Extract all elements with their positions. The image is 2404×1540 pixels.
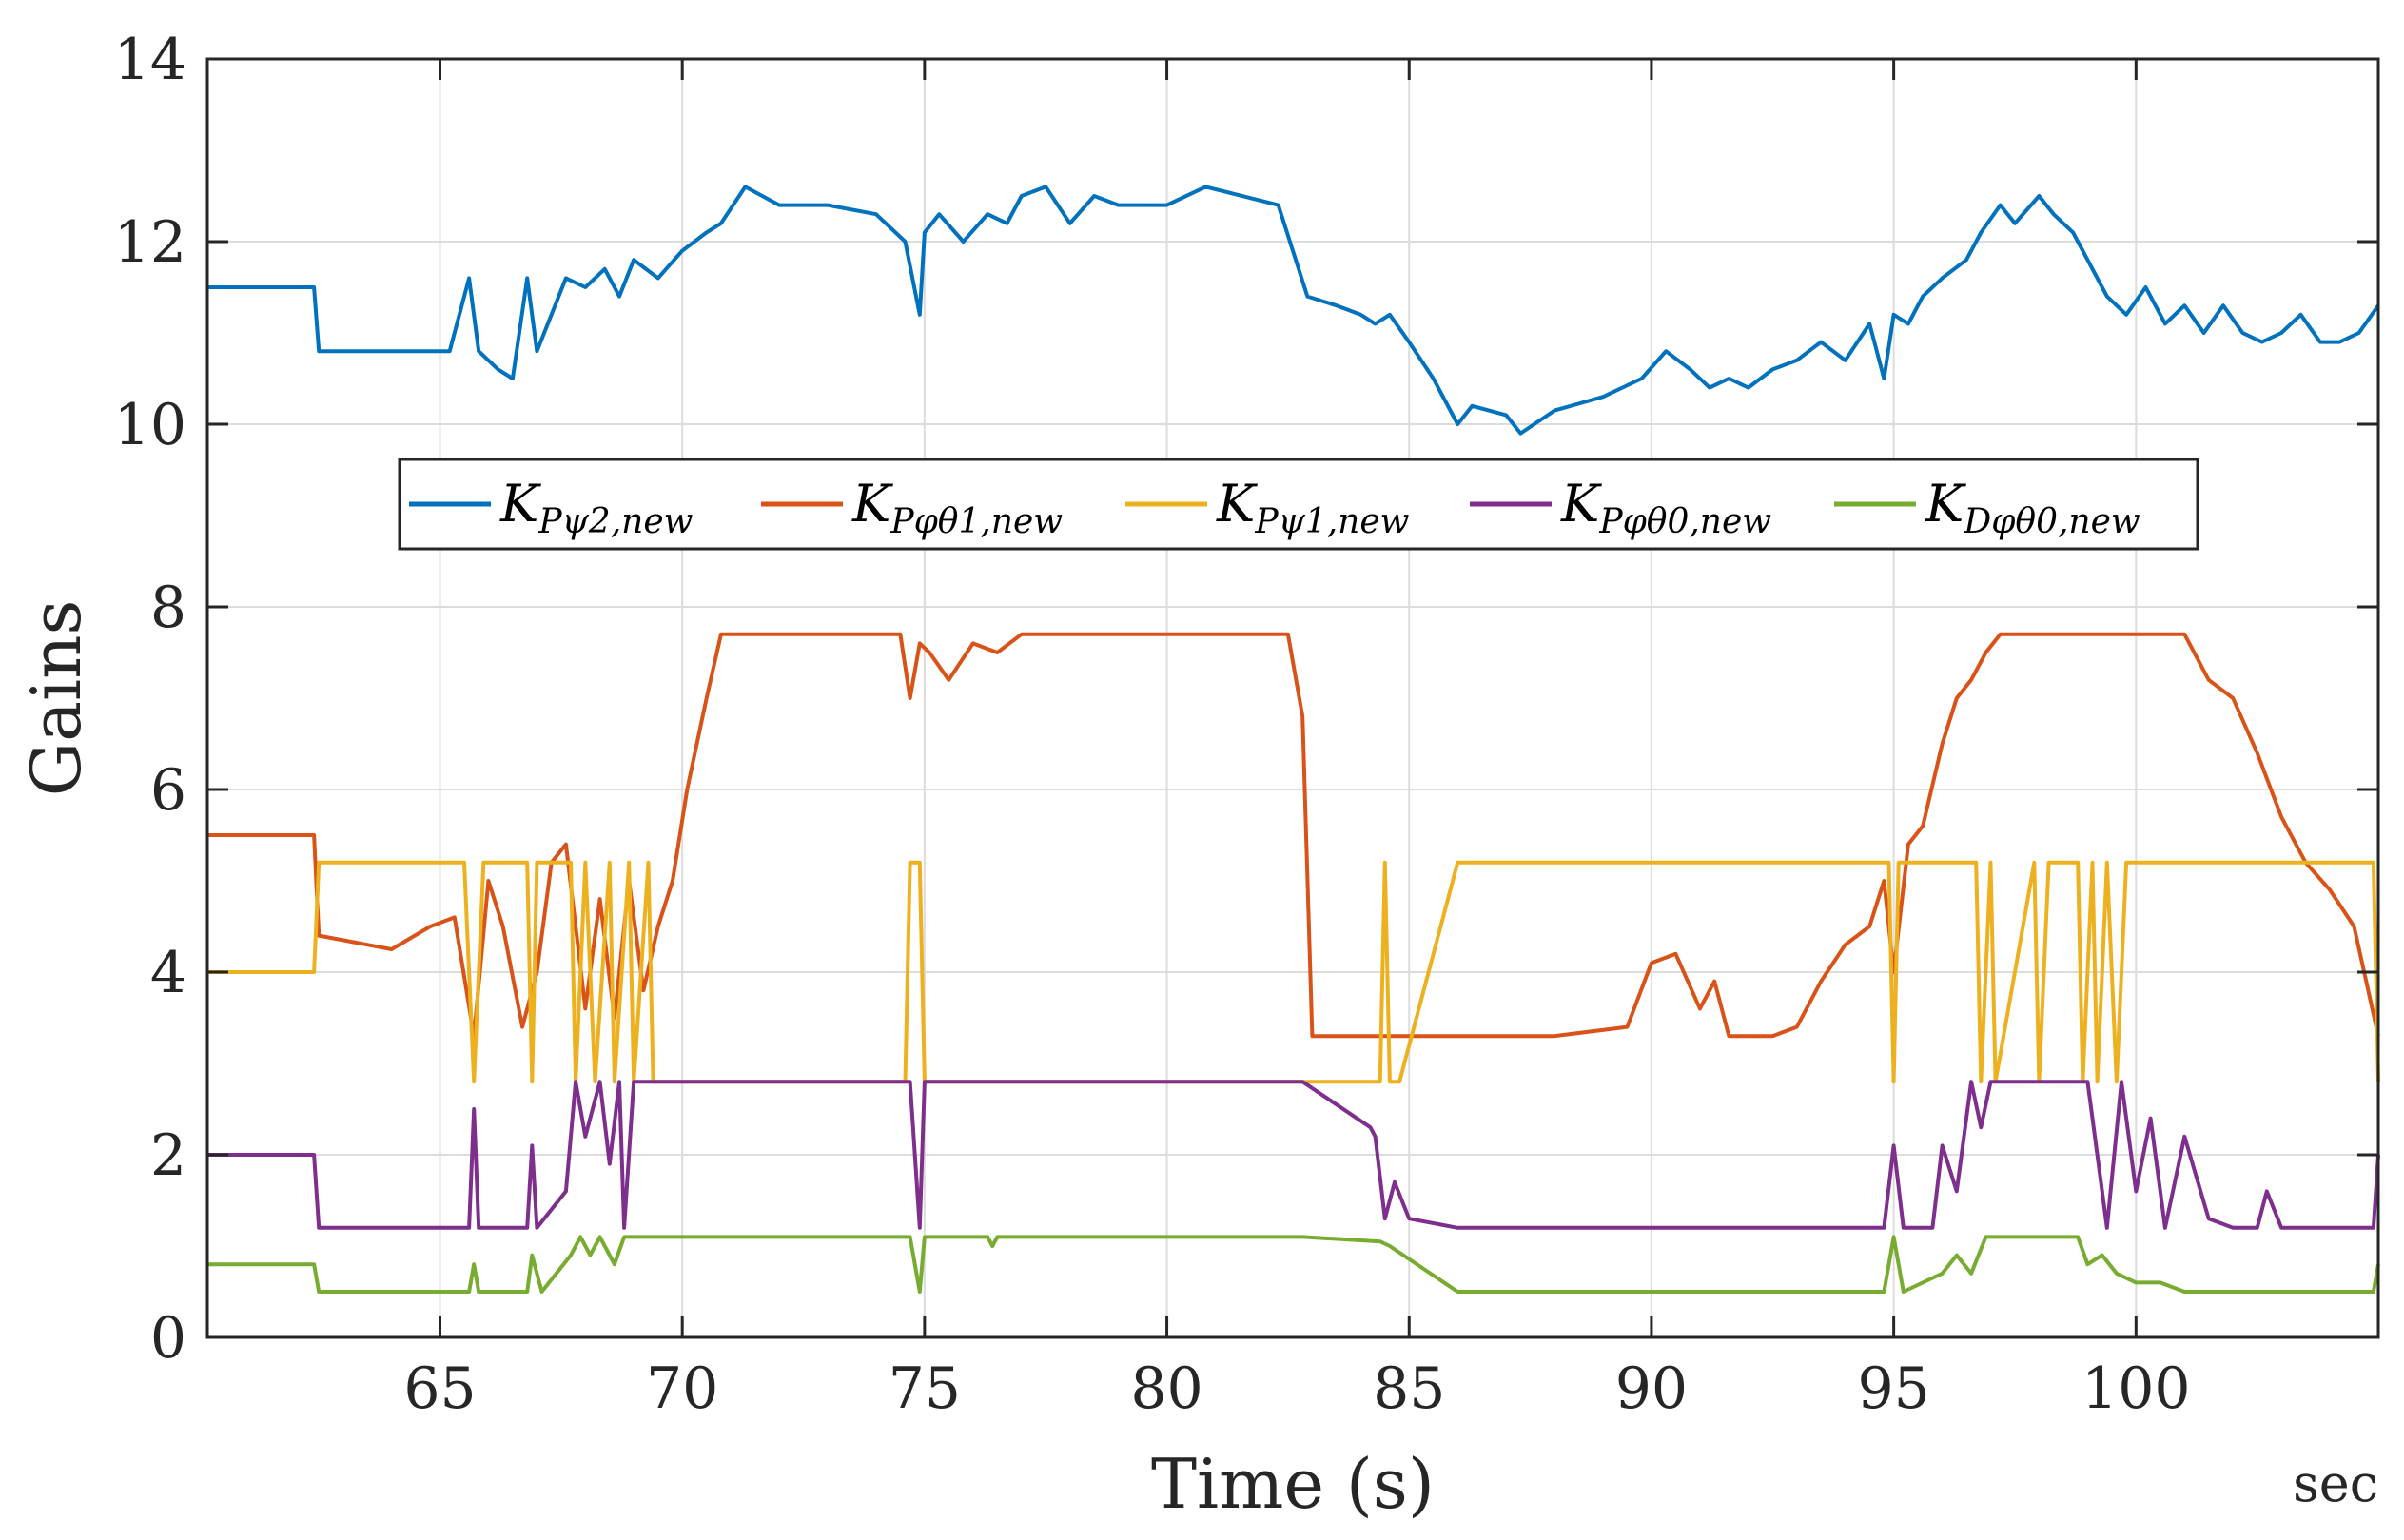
y-tick-label: 12 (114, 209, 186, 276)
legend-label-1: KPφθ1,new (851, 474, 1063, 541)
y-tick-label: 10 (114, 392, 186, 458)
legend-label-2: KPψ1,new (1216, 474, 1410, 541)
y-tick-label: 6 (150, 757, 186, 824)
x-tick-label: 95 (1857, 1355, 1929, 1422)
x-tick-label: 75 (889, 1355, 961, 1422)
series-line-4 (207, 1235, 2380, 1294)
legend-label-0: KPψ2,new (499, 474, 694, 541)
legend-label-3: KPφθ0,new (1560, 474, 1771, 541)
grid (207, 58, 2378, 1338)
series-line-0 (207, 185, 2380, 436)
legend: KPψ2,new KPφθ1,new KPψ1,new KPφθ0,new KDφθ0,… (398, 458, 2199, 551)
x-tick-label: 90 (1615, 1355, 1688, 1422)
y-axis-title: Gains (16, 600, 96, 797)
y-tick-label: 2 (150, 1122, 186, 1189)
x-axis-unit: sec (2293, 1453, 2378, 1513)
series-layer (207, 185, 2380, 1294)
series-line-3 (207, 1080, 2380, 1230)
x-tick-label: 80 (1130, 1355, 1202, 1422)
x-tick-label: 100 (2082, 1355, 2191, 1422)
x-axis-title: Time (s) (1151, 1444, 1435, 1524)
x-tick-label: 85 (1373, 1355, 1445, 1422)
y-tick-label: 14 (114, 27, 186, 93)
ticks: 65 70 75 80 85 90 95 100 0 2 4 6 8 10 12 14 (114, 27, 2378, 1422)
y-tick-label: 4 (150, 940, 186, 1006)
series-line-2 (207, 860, 2380, 1084)
y-tick-label: 8 (150, 575, 186, 641)
plot-frame (205, 57, 2380, 1339)
x-tick-label: 70 (646, 1355, 718, 1422)
legend-label-4: KDφθ0,new (1925, 474, 2140, 541)
x-tick-label: 65 (403, 1355, 476, 1422)
y-tick-label: 0 (150, 1305, 186, 1372)
